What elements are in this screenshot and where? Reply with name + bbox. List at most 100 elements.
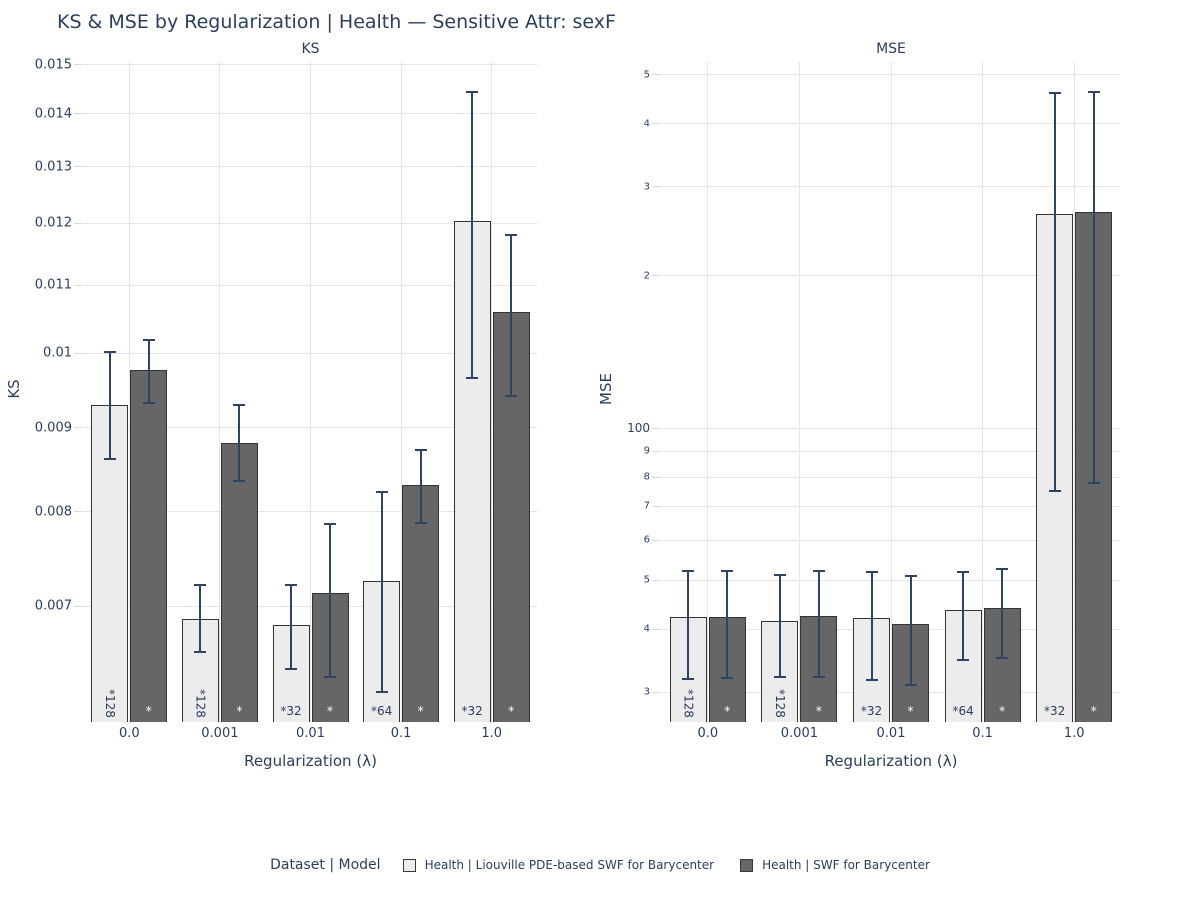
gridline-horizontal: [662, 450, 1120, 452]
error-bar-line: [870, 571, 873, 681]
error-bar-line: [199, 584, 202, 652]
x-tick-label: 0.01: [876, 726, 906, 741]
legend-item-liouville-swf[interactable]: Health | Liouville PDE-based SWF for Bar…: [402, 858, 715, 872]
gridline-vertical: [707, 62, 709, 722]
y-tick-label: 7: [643, 500, 650, 512]
y-tick-mark: [74, 113, 83, 115]
gridline-horizontal: [662, 579, 1120, 581]
y-tick-label: 0.015: [34, 57, 72, 73]
error-bar-line: [1053, 93, 1056, 492]
y-tick-label: 100: [627, 421, 650, 436]
y-tick-mark: [652, 186, 661, 188]
x-tick-label: 0.0: [118, 726, 140, 741]
legend-title: Dataset | Model: [270, 857, 381, 873]
y-tick-label: 4: [643, 118, 650, 130]
legend-item-swf[interactable]: Health | SWF for Barycenter: [740, 858, 930, 872]
error-bar-cap: [682, 677, 695, 680]
y-tick-mark: [74, 64, 83, 66]
y-tick-mark: [652, 579, 661, 581]
error-bar-line: [1001, 569, 1004, 658]
y-tick-label: 5: [643, 574, 650, 586]
y-tick-mark: [74, 352, 83, 354]
error-bar-cap: [1087, 481, 1100, 484]
error-bar-cap: [324, 523, 336, 526]
error-bar-cap: [142, 402, 155, 405]
y-tick-label: 0.007: [34, 598, 72, 614]
y-tick-label: 0.01: [43, 345, 72, 361]
gridline-horizontal: [84, 222, 537, 224]
gridline-horizontal: [84, 511, 537, 513]
y-tick-mark: [652, 539, 661, 541]
error-bar-line: [238, 405, 241, 482]
legend-swatch: [402, 858, 416, 872]
y-tick-mark: [74, 427, 83, 429]
error-bar-cap: [865, 679, 878, 682]
y-tick-label: 0.009: [34, 420, 72, 436]
gridline-horizontal: [662, 427, 1120, 429]
legend: Dataset | Model Health | Liouville PDE-b…: [0, 857, 1200, 873]
error-bar-line: [726, 571, 729, 679]
error-bar-cap: [996, 568, 1009, 571]
gridline-horizontal: [662, 186, 1120, 188]
error-bar-cap: [466, 91, 479, 94]
y-tick-label: 0.012: [34, 215, 72, 231]
gridline-horizontal: [84, 113, 537, 115]
y-tick-mark: [652, 505, 661, 507]
y-tick-label: 0.011: [34, 277, 72, 293]
error-bar-cap: [285, 584, 297, 587]
error-bar-cap: [233, 480, 246, 483]
y-tick-label: 9: [643, 445, 650, 457]
error-bar-line: [687, 570, 690, 679]
error-bar-line: [380, 492, 383, 692]
legend-label: Health | Liouville PDE-based SWF for Bar…: [424, 858, 715, 872]
gridline-horizontal: [662, 123, 1120, 125]
y-tick-label: 5: [643, 69, 650, 81]
error-bar-cap: [904, 684, 917, 687]
error-bar-cap: [682, 569, 695, 572]
error-bar-cap: [865, 570, 878, 573]
error-bar-line: [419, 450, 422, 524]
error-bar-cap: [414, 449, 427, 452]
error-bar-cap: [721, 677, 734, 680]
y-tick-mark: [74, 284, 83, 286]
error-bar-cap: [285, 668, 297, 671]
error-bar-cap: [505, 395, 518, 398]
y-tick-mark: [652, 275, 661, 277]
error-bar-cap: [414, 522, 427, 525]
x-tick-label: 0.0: [697, 726, 719, 741]
x-axis-title: Regularization (λ): [824, 752, 958, 770]
gridline-horizontal: [662, 539, 1120, 541]
y-tick-label: 8: [643, 471, 650, 483]
legend-items: Health | Liouville PDE-based SWF for Bar…: [402, 858, 930, 872]
gridline-horizontal: [662, 275, 1120, 277]
x-tick-label: 0.1: [390, 726, 412, 741]
y-tick-mark: [74, 511, 83, 513]
x-tick-label: 1.0: [481, 726, 503, 741]
y-tick-label: 2: [643, 270, 650, 282]
legend-swatch: [740, 858, 754, 872]
x-axis-title: Regularization (λ): [244, 752, 377, 770]
y-tick-mark: [74, 605, 83, 607]
y-tick-label: 3: [643, 181, 650, 193]
gridline-vertical: [219, 62, 221, 722]
gridline-horizontal: [662, 628, 1120, 630]
gridline-horizontal: [84, 64, 537, 66]
x-tick-label: 1.0: [1063, 726, 1085, 741]
gridline-horizontal: [84, 166, 537, 168]
y-tick-mark: [652, 123, 661, 125]
gridline-vertical: [890, 62, 892, 722]
subplot-title: MSE: [876, 41, 906, 57]
gridline-vertical: [491, 62, 493, 722]
error-bar-cap: [1048, 490, 1061, 493]
error-bar-cap: [505, 234, 518, 237]
error-bar-line: [147, 340, 150, 404]
error-bar-cap: [324, 675, 336, 678]
y-axis-title-text: KS: [5, 379, 23, 399]
gridline-horizontal: [662, 74, 1120, 76]
gridline-vertical: [400, 62, 402, 722]
gridline-vertical: [310, 62, 311, 722]
error-bar-line: [909, 575, 912, 686]
error-bar-cap: [466, 376, 479, 379]
x-tick-label: 0.001: [780, 726, 818, 741]
